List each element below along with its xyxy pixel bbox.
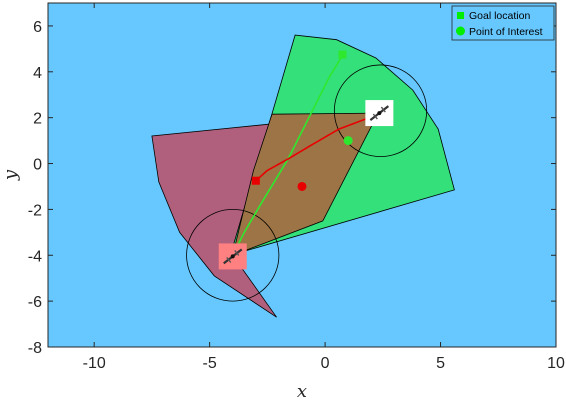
y-axis-label: y: [0, 169, 21, 181]
agent-wheel: [226, 256, 232, 263]
y-tick-label: 2: [33, 111, 42, 128]
legend-label-poi: Point of Interest: [469, 26, 543, 38]
legend-box: [451, 5, 555, 41]
axes-frame: [47, 2, 557, 348]
x-tick-label: 5: [436, 355, 445, 372]
goal-marker-green: [338, 50, 347, 59]
x-tick-label: 10: [547, 355, 565, 372]
legend-label-goal: Goal location: [469, 10, 530, 22]
legend: Goal location Point of Interest: [451, 5, 555, 41]
agent-hub: [377, 111, 382, 116]
circles-layer: [186, 64, 428, 302]
agent-0: [218, 243, 247, 270]
legend-marker-poi: [456, 26, 465, 36]
y-tick-label: -8: [28, 340, 42, 357]
agent-wheel: [234, 249, 240, 256]
x-tick-label: -5: [203, 355, 217, 372]
y-tick-label: -2: [28, 202, 42, 219]
y-tick-label: 0: [33, 157, 42, 174]
y-tick-label: 6: [33, 19, 42, 36]
goal-marker-red: [251, 176, 260, 185]
poi-marker-green: [343, 136, 353, 146]
legend-marker-goal: [457, 12, 464, 19]
markers-layer: [251, 50, 353, 191]
poi-marker-red: [297, 181, 307, 191]
y-tick-label: 4: [33, 65, 42, 82]
y-tick-label: -4: [28, 248, 42, 265]
x-tick-label: 0: [321, 355, 330, 372]
range-circle-1: [186, 208, 280, 302]
range-circle-0: [333, 64, 428, 158]
ticks-layer: -10 -5 0 5 10 -8 -6 -4 -2 0 2 4 6: [28, 3, 565, 372]
agent-hub: [230, 254, 235, 259]
agent-wheel: [372, 113, 378, 120]
agent-1: [365, 100, 394, 127]
agent-wheel: [380, 106, 386, 113]
agents-layer: [218, 100, 394, 270]
x-axis-label: x: [297, 381, 307, 402]
x-tick-label: -10: [83, 355, 106, 372]
y-tick-label: -6: [28, 294, 42, 311]
